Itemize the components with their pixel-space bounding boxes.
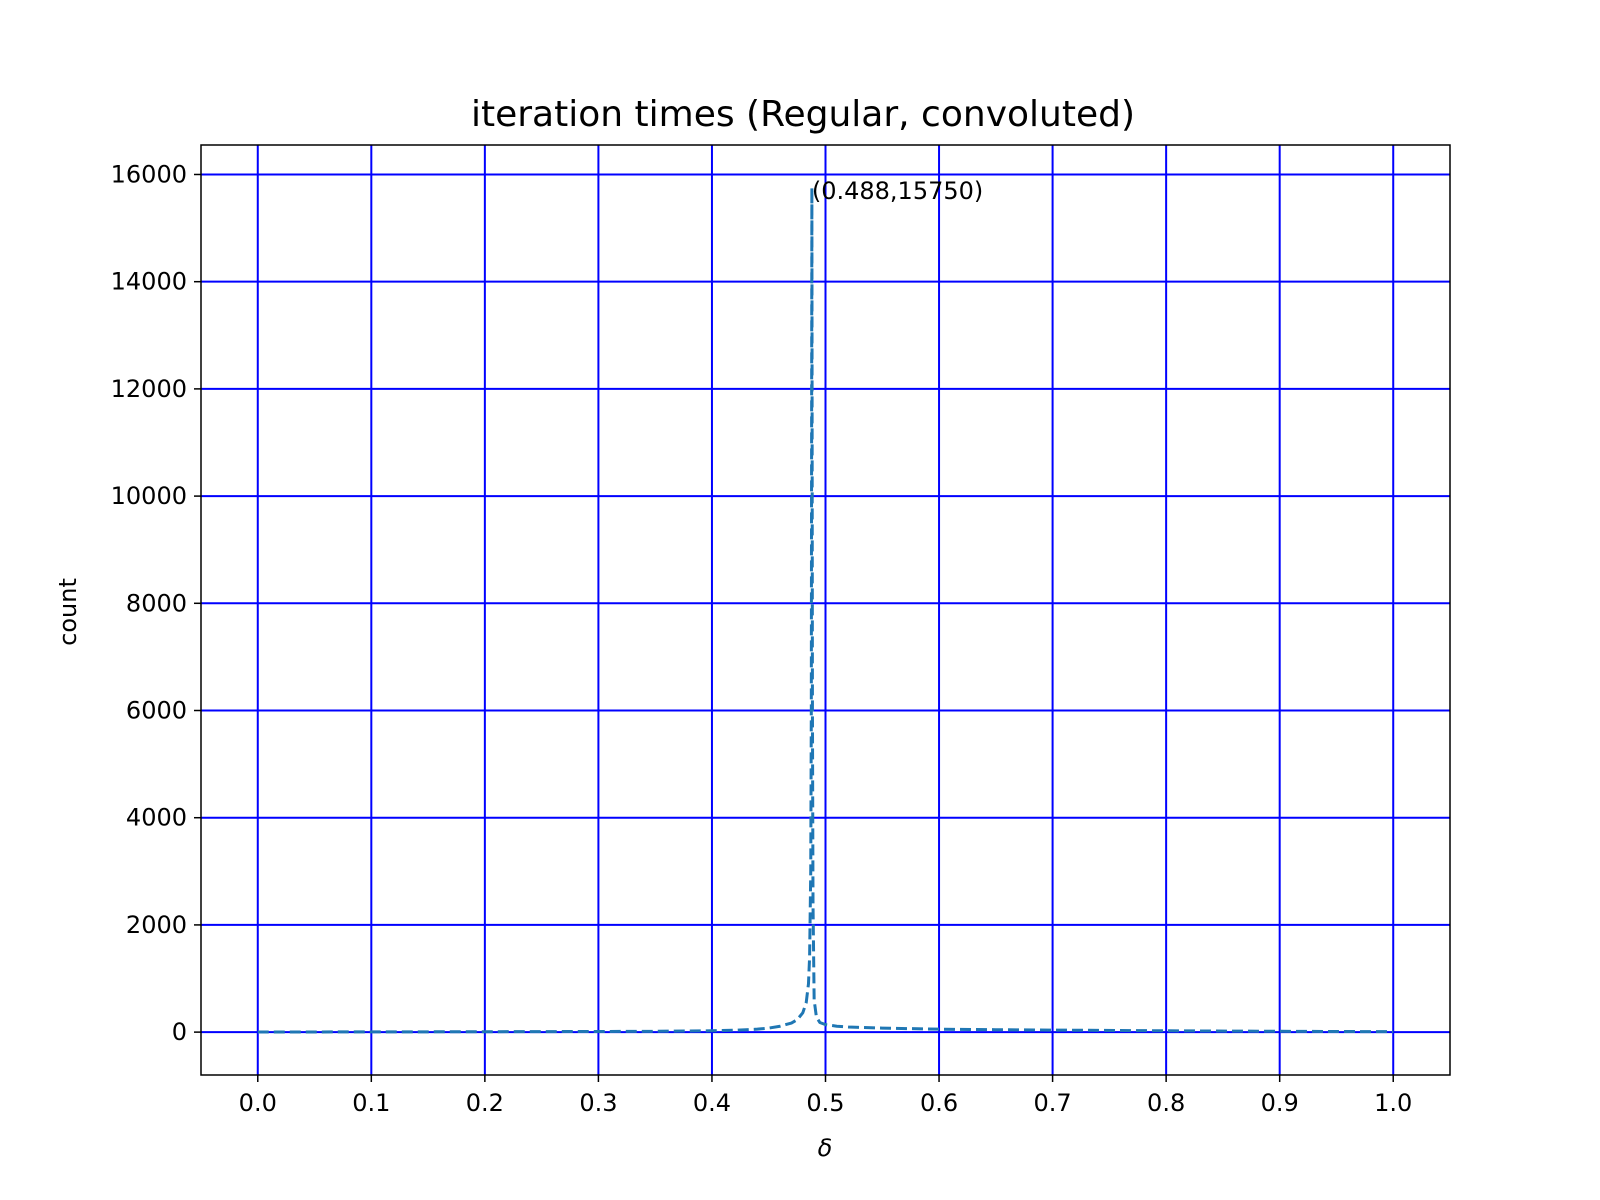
chart-title: iteration times (Regular, convoluted) (471, 94, 1135, 135)
y-tick-label: 4000 (126, 804, 187, 832)
y-tick-label: 14000 (111, 268, 187, 296)
x-axis: 0.0 0.1 0.2 0.3 0.4 0.5 0.6 0.7 0.8 0.9 1.0 (239, 1075, 1412, 1117)
x-tick-label: 0.4 (693, 1089, 731, 1117)
y-tick-label: 16000 (111, 160, 187, 188)
y-tick-label: 2000 (126, 911, 187, 939)
x-tick-label: 1.0 (1374, 1089, 1412, 1117)
x-tick-label: 0.8 (1147, 1089, 1185, 1117)
grid (201, 145, 1450, 1075)
y-tick-label: 12000 (111, 375, 187, 403)
y-axis-label: count (54, 578, 82, 646)
x-tick-label: 0.6 (920, 1089, 958, 1117)
y-tick-label: 8000 (126, 589, 187, 617)
x-tick-label: 0.7 (1034, 1089, 1072, 1117)
x-tick-label: 0.9 (1261, 1089, 1299, 1117)
y-tick-label: 0 (172, 1018, 187, 1046)
annotations: (0.488,15750) (812, 177, 983, 205)
x-axis-label: δ (818, 1134, 833, 1162)
x-tick-label: 0.3 (579, 1089, 617, 1117)
x-tick-label: 0.0 (239, 1089, 277, 1117)
x-tick-label: 0.2 (466, 1089, 504, 1117)
peak-annotation: (0.488,15750) (812, 177, 983, 205)
x-tick-label: 0.5 (806, 1089, 844, 1117)
series-layer (257, 186, 1394, 1034)
y-tick-label: 10000 (111, 482, 187, 510)
series-line (257, 186, 1394, 1034)
y-axis: 0 2000 4000 6000 8000 10000 12000 14000 16000 (111, 160, 201, 1046)
y-tick-label: 6000 (126, 697, 187, 725)
x-tick-label: 0.1 (352, 1089, 390, 1117)
